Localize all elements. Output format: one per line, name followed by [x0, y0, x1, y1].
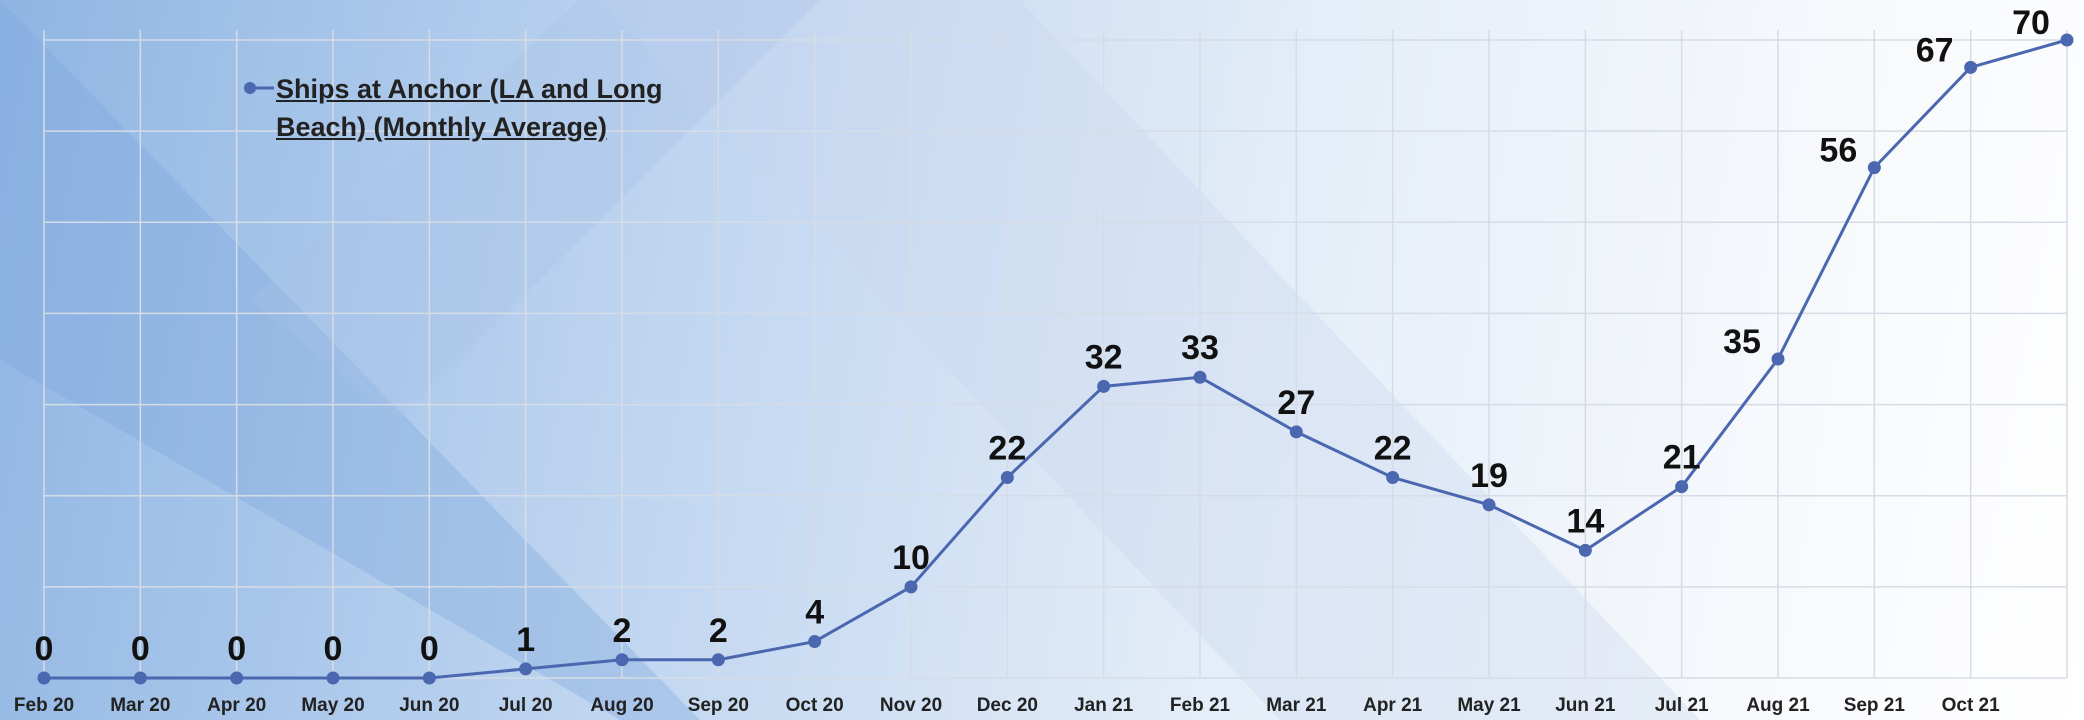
x-tick-label: Oct 20	[786, 695, 844, 716]
data-point	[519, 662, 533, 676]
data-point	[711, 653, 725, 667]
data-point	[1289, 425, 1303, 439]
data-label: 14	[1566, 502, 1604, 540]
data-point	[1867, 161, 1881, 175]
data-point	[615, 653, 629, 667]
data-point	[1578, 543, 1592, 557]
data-label: 33	[1181, 329, 1219, 367]
data-label: 21	[1663, 439, 1701, 477]
data-point	[1675, 480, 1689, 494]
data-label: 22	[1374, 429, 1412, 467]
data-label: 1	[516, 621, 535, 659]
x-tick-label: Feb 21	[1170, 695, 1231, 716]
x-tick-label: Jan 21	[1074, 695, 1134, 716]
data-label: 0	[420, 630, 439, 668]
x-tick-label: Apr 21	[1363, 695, 1423, 716]
data-label: 32	[1085, 338, 1123, 376]
x-tick-label: Feb 20	[14, 695, 74, 716]
data-label: 70	[2012, 4, 2050, 42]
data-label: 4	[805, 594, 824, 632]
x-tick-label: Jun 20	[399, 695, 459, 716]
data-point	[2060, 33, 2074, 47]
data-label: 67	[1916, 31, 1954, 69]
x-tick-label: Sep 20	[688, 695, 749, 716]
data-point	[1386, 470, 1400, 484]
data-label: 22	[988, 429, 1026, 467]
data-point	[1097, 379, 1111, 393]
x-tick-label: Jul 21	[1655, 695, 1709, 716]
data-label: 27	[1277, 384, 1315, 422]
background-stripe	[600, 0, 1700, 720]
x-tick-label: Dec 20	[977, 695, 1038, 716]
x-tick-label: Jul 20	[499, 695, 553, 716]
legend-marker	[244, 82, 256, 94]
data-point	[904, 580, 918, 594]
data-point	[37, 671, 51, 685]
x-tick-label: Oct 21	[1942, 695, 2001, 716]
data-label: 19	[1470, 457, 1508, 495]
data-point	[1193, 370, 1207, 384]
x-tick-label: Nov 20	[880, 695, 942, 716]
x-tick-label: May 20	[301, 695, 364, 716]
data-label: 0	[324, 630, 343, 668]
data-label: 2	[709, 612, 728, 650]
x-tick-label: Aug 20	[590, 695, 653, 716]
data-label: 35	[1723, 323, 1761, 361]
data-label: 56	[1819, 132, 1857, 170]
data-label: 0	[227, 630, 246, 668]
x-tick-label: Jun 21	[1555, 695, 1616, 716]
data-label: 0	[131, 630, 150, 668]
x-tick-label: May 21	[1457, 695, 1521, 716]
data-point	[1964, 60, 1978, 74]
x-tick-label: Mar 21	[1266, 695, 1327, 716]
data-point	[1771, 352, 1785, 366]
background-stripe	[250, 0, 820, 420]
data-point	[326, 671, 340, 685]
x-tick-label: Apr 20	[207, 695, 266, 716]
data-label: 0	[35, 630, 54, 668]
data-label: 10	[892, 539, 930, 577]
data-point	[1000, 470, 1014, 484]
legend-label: Ships at Anchor (LA and Long Beach) (Mon…	[276, 74, 663, 142]
data-label: 2	[613, 612, 632, 650]
x-tick-label: Aug 21	[1746, 695, 1810, 716]
x-tick-label: Mar 20	[110, 695, 170, 716]
data-point	[133, 671, 147, 685]
data-point	[422, 671, 436, 685]
series-line	[44, 38, 2068, 680]
x-tick-label: Sep 21	[1844, 695, 1906, 716]
data-point	[230, 671, 244, 685]
data-point	[1482, 498, 1496, 512]
data-point	[808, 635, 822, 649]
